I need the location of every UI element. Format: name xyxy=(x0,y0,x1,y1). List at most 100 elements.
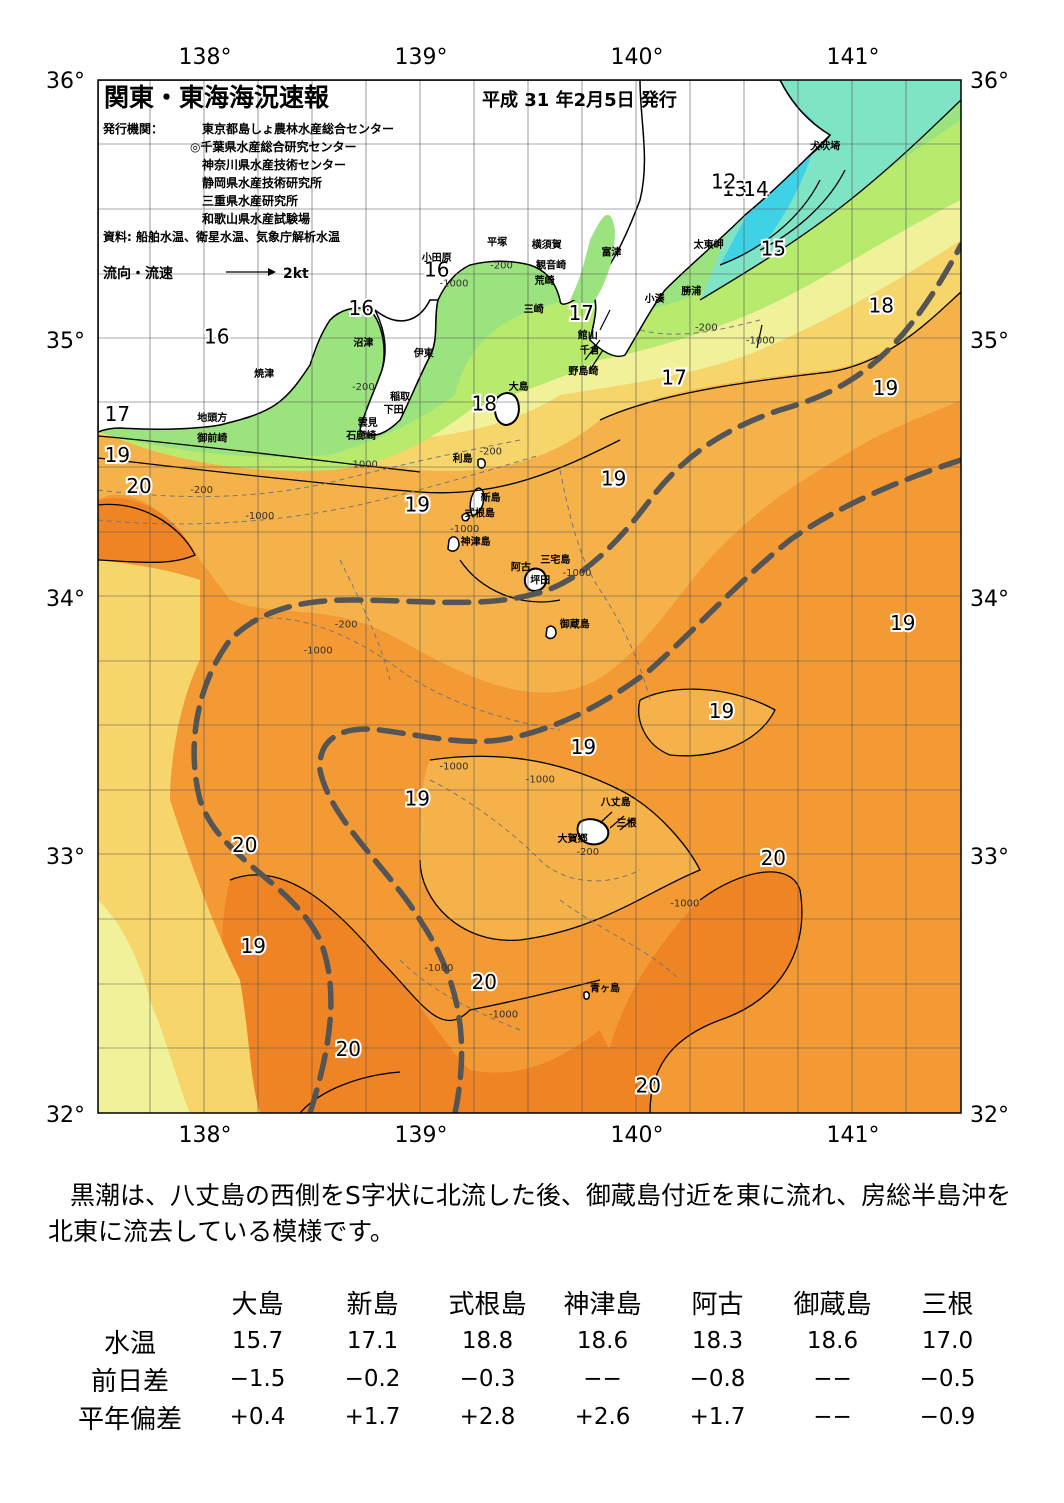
column-header-mine: 三根 xyxy=(921,1289,974,1320)
depth-label: -1000 xyxy=(304,645,333,656)
depth-label: -200 xyxy=(576,847,599,858)
island-niijima xyxy=(469,487,485,516)
place-label: 利島 xyxy=(453,452,473,465)
place-label: 横須賀 xyxy=(532,238,562,251)
depth-label: -1000 xyxy=(349,459,378,470)
map-title: 関東・東海海況速報 xyxy=(104,83,330,112)
place-label: 小湊 xyxy=(644,292,666,305)
place-label: 犬吠埼 xyxy=(810,140,840,153)
lon-label-141-top: 141° xyxy=(827,45,880,70)
depth-label: -200 xyxy=(479,447,502,458)
place-label: 式根島 xyxy=(465,506,495,519)
island-toshima xyxy=(477,458,486,469)
column-header-niijima: 新島 xyxy=(346,1289,399,1320)
isotherm-label: 20 xyxy=(635,1073,660,1097)
table-cell: 18.3 xyxy=(691,1328,744,1354)
table-row: 前日差 −1.5 −0.2 −0.3 −− −0.8 −− −0.5 xyxy=(60,1360,1005,1398)
lat-axis-left: 36° 35° 34° 33° 32° xyxy=(46,69,85,1128)
flow-legend-arrow xyxy=(226,268,276,276)
table-corner xyxy=(60,1282,200,1322)
table-cell: 18.6 xyxy=(576,1328,629,1354)
depth-label: -200 xyxy=(190,485,213,496)
island-miyakejima xyxy=(523,567,548,592)
place-label: 坪田 xyxy=(530,574,550,587)
place-label: 青ヶ島 xyxy=(590,982,620,995)
island-oshima xyxy=(494,392,520,427)
depth-label: -1000 xyxy=(450,524,479,535)
lon-axis-bottom: 138° 139° 140° 141° xyxy=(179,1123,880,1148)
lat-label-35-left: 35° xyxy=(46,329,85,354)
place-label: 小田原 xyxy=(421,251,452,264)
table-row: 平年偏差 +0.4 +1.7 +2.8 +2.6 +1.7 −− −0.9 xyxy=(60,1398,1005,1436)
island-shikinejima xyxy=(461,512,470,522)
isotherm-label: 19 xyxy=(890,611,915,635)
place-label: 観音崎 xyxy=(536,259,566,272)
flow-legend-label: 流向・流速 xyxy=(103,265,173,282)
lat-label-33-right: 33° xyxy=(970,845,1009,870)
place-label: 富津 xyxy=(602,246,622,259)
lon-label-139-top: 139° xyxy=(395,45,448,70)
tokyo-bay xyxy=(570,214,615,300)
table-cell: 17.1 xyxy=(346,1328,399,1354)
place-label: 御前崎 xyxy=(196,432,227,445)
column-header-kozushima: 神津島 xyxy=(563,1289,642,1320)
table-cell: −− xyxy=(813,1366,852,1392)
place-label: 阿古 xyxy=(511,561,531,574)
place-label: 千倉 xyxy=(580,344,601,357)
place-label: 太東岬 xyxy=(693,238,724,251)
table-cell: 18.8 xyxy=(461,1328,514,1354)
place-label: 大島 xyxy=(509,380,529,393)
lat-label-33-left: 33° xyxy=(46,845,85,870)
lat-label-35-right: 35° xyxy=(970,329,1009,354)
place-label: 平塚 xyxy=(487,235,507,248)
table-header-row: 大島 新島 式根島 神津島 阿古 御蔵島 三根 xyxy=(60,1282,1005,1322)
kuroshio-axis xyxy=(191,242,961,1113)
isotherm-label: 17 xyxy=(661,366,686,390)
issuer-3: 神奈川県水産技術センター xyxy=(202,157,346,172)
lon-axis-top: 138° 139° 140° 141° xyxy=(179,45,880,70)
depth-contours xyxy=(98,319,761,1031)
place-label: 神津島 xyxy=(461,535,491,548)
table-cell: −− xyxy=(813,1404,852,1430)
depth-label: -200 xyxy=(695,323,718,334)
depth-label: -1000 xyxy=(489,1009,518,1020)
place-label: 稲取 xyxy=(390,390,411,403)
depth-label: -1000 xyxy=(424,963,453,974)
grid-lines xyxy=(98,80,961,1113)
water-14 xyxy=(760,125,846,250)
island-mikurajima xyxy=(545,625,557,640)
table-cell: −0.2 xyxy=(344,1366,401,1392)
depth-label: -1000 xyxy=(562,568,591,579)
place-label: 地頭方 xyxy=(197,411,227,424)
current-arrows xyxy=(584,309,763,831)
table-cell: 18.6 xyxy=(806,1328,859,1354)
lat-label-36-right: 36° xyxy=(970,69,1009,94)
place-label: 沼津 xyxy=(353,336,373,349)
lon-label-138-top: 138° xyxy=(179,45,232,70)
isotherm-label: 15 xyxy=(761,237,786,261)
place-label: 野島崎 xyxy=(568,364,598,377)
depth-label: -1000 xyxy=(439,279,468,290)
isotherm-label: 19 xyxy=(241,934,266,958)
table-cell: +1.7 xyxy=(344,1404,401,1430)
isotherm-label: 12 xyxy=(711,170,736,194)
depth-label: -1000 xyxy=(746,335,775,346)
isotherm-label: 20 xyxy=(471,970,496,994)
isotherm-label: 14 xyxy=(743,177,768,201)
place-label: 八丈島 xyxy=(600,796,631,809)
place-label: 三崎 xyxy=(524,302,544,315)
isotherm-label: 20 xyxy=(336,1037,361,1061)
place-label: 御蔵島 xyxy=(559,618,590,631)
island-kozushima xyxy=(447,536,460,552)
isotherm-label: 19 xyxy=(571,735,596,759)
place-label: 勝浦 xyxy=(681,284,701,297)
table-cell: −0.3 xyxy=(459,1366,516,1392)
land-boso xyxy=(588,80,832,357)
place-label: 焼津 xyxy=(254,367,274,380)
isotherm-label: 19 xyxy=(405,787,430,811)
lon-label-138-bottom: 138° xyxy=(179,1123,232,1148)
issuers-label: 発行機関： xyxy=(102,121,163,136)
